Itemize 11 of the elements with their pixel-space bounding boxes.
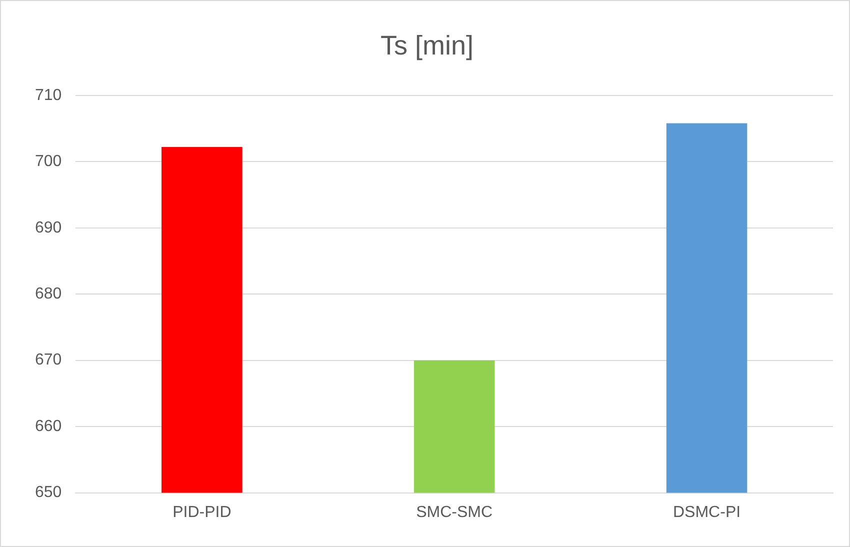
y-tick-label: 710 — [34, 86, 62, 104]
y-tick-label: 680 — [34, 286, 62, 303]
x-tick-label: DSMC-PI — [673, 504, 741, 521]
chart-title: Ts [min] — [380, 30, 474, 61]
y-tick-label: 650 — [34, 484, 62, 502]
y-tick-label: 700 — [34, 153, 62, 170]
x-tick-label: SMC-SMC — [416, 504, 493, 521]
y-tick-label: 690 — [34, 219, 62, 236]
y-tick-label: 660 — [34, 418, 62, 435]
x-tick-label: PID-PID — [172, 504, 232, 521]
y-tick-label: 670 — [34, 352, 62, 369]
